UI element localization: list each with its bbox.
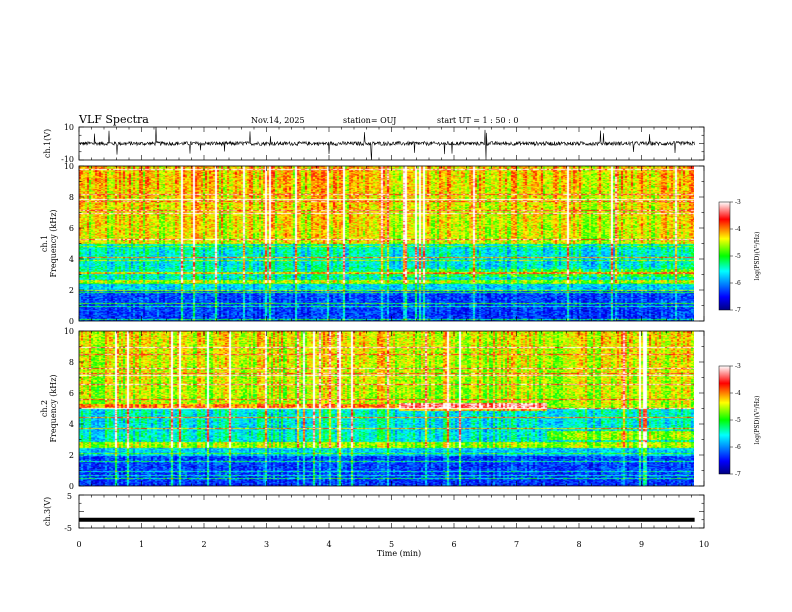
ch1-waveform-trace [79, 127, 695, 160]
x-tick-label: 5 [389, 540, 394, 549]
x-tick-label: 7 [514, 540, 519, 549]
station-label: station= OUJ [343, 116, 396, 125]
ch1-colorbar [718, 201, 731, 311]
x-axis-label: Time (min) [377, 549, 421, 558]
ch1-colorbar-tick-label: -5 [735, 253, 741, 260]
ch2-colorbar [718, 365, 731, 475]
ch2-ytick-label: 4 [69, 420, 74, 429]
ch2-colorbar-tick-label: -6 [735, 444, 741, 451]
ch1-ytick-label: 4 [69, 255, 74, 264]
x-tick-label: 6 [451, 540, 456, 549]
ch2-ytick-label: 6 [69, 389, 74, 398]
ch2-ytick-label: 8 [69, 358, 74, 367]
ch1-spectrogram-heatmap [79, 166, 694, 321]
ch2-ytick-label: 10 [64, 327, 74, 336]
ch1-colorbar-tick-label: -7 [735, 307, 741, 314]
ch2-colorbar-label: log(PSD)(V²/Hz) [754, 396, 761, 445]
start-time-label: start UT = 1 : 50 : 0 [437, 116, 518, 125]
ch2-spectrogram-heatmap [79, 331, 694, 486]
ch1-colorbar-tick-label: -3 [735, 199, 741, 206]
ch1-waveform-panel: 10 -10 ch.1(V) [43, 123, 705, 164]
ch2-colorbar-tick-label: -3 [735, 363, 741, 370]
ch1-ytick-label: 2 [69, 286, 74, 295]
ch1-colorbar-tick-label: -4 [735, 226, 741, 233]
x-tick-label: 2 [201, 540, 206, 549]
ch2-spectrogram-ylabel: Frequency (kHz) [49, 374, 58, 442]
ch1-colorbar-label: log(PSD)(V²/Hz) [754, 232, 761, 281]
ch2-spectrogram-channel-label: ch.2 [40, 400, 49, 417]
ch1-ytick-label: 0 [69, 317, 74, 326]
x-tick-label: 10 [699, 540, 709, 549]
x-tick-label: 8 [576, 540, 581, 549]
ch1-spectrogram-channel-label: ch.1 [40, 235, 49, 252]
ch1-ytick-bottom: -10 [61, 155, 74, 164]
ch3-ylabel: ch.3(V) [43, 497, 52, 526]
ch2-colorbar-tick-label: -7 [735, 471, 741, 478]
x-tick-label: 1 [139, 540, 144, 549]
ch1-ytick-top: 10 [64, 123, 74, 132]
ch3-signal-panel: 5 -5 ch.3(V) 0 1 2 3 4 5 6 7 8 9 10 Time (min) [43, 492, 709, 558]
x-tick-label: 9 [639, 540, 644, 549]
ch2-colorbar-tick-label: -4 [735, 390, 741, 397]
figure-title: VLF Spectra [78, 113, 149, 126]
x-tick-label: 3 [264, 540, 269, 549]
ch1-ytick-label: 6 [69, 224, 74, 233]
date-label: Nov.14, 2025 [251, 116, 305, 125]
ch2-ytick-label: 2 [69, 451, 74, 460]
ch3-ytick-bottom: -5 [64, 524, 72, 533]
x-tick-label: 0 [76, 540, 81, 549]
ch1-spectrogram-ylabel: Frequency (kHz) [49, 209, 58, 277]
x-tick-label: 4 [326, 540, 331, 549]
ch1-ytick-label: 8 [69, 193, 74, 202]
ch1-waveform-ylabel: ch.1(V) [43, 129, 52, 158]
ch2-colorbar-tick-label: -5 [735, 417, 741, 424]
ch1-colorbar-tick-label: -6 [735, 280, 741, 287]
ch2-ytick-label: 0 [69, 482, 74, 491]
ch1-ytick-label: 10 [64, 162, 74, 171]
ch3-ytick-top: 5 [67, 492, 72, 501]
